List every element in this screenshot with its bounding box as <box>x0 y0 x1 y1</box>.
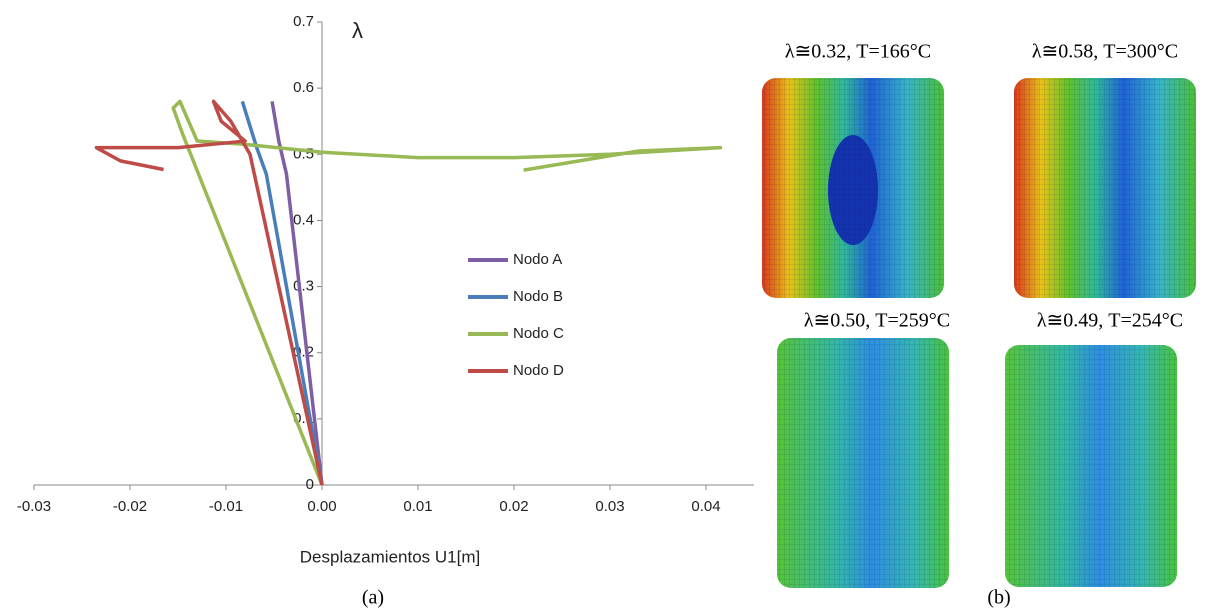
y-tick-label: 0.5 <box>293 145 314 162</box>
x-tick-label: 0.02 <box>499 498 528 515</box>
x-tick-label: -0.03 <box>17 498 51 515</box>
tank-image <box>1014 78 1196 298</box>
image-label: λ≅0.49, T=254°C <box>1037 310 1183 332</box>
series-line <box>171 99 723 486</box>
y-axis-label: λ <box>352 18 363 43</box>
x-tick-label: 0.04 <box>691 498 720 515</box>
image-label: λ≅0.32, T=166°C <box>785 41 931 63</box>
y-tick-label: 0.7 <box>293 13 314 30</box>
panel-b-images <box>762 78 1196 588</box>
x-tick-label: 0.01 <box>403 498 432 515</box>
caption: (a) <box>362 587 384 609</box>
x-axis-label: Desplazamientos U1[m] <box>300 547 480 566</box>
legend-label: Nodo B <box>513 288 563 305</box>
x-tick-label: 0.03 <box>595 498 624 515</box>
legend-label: Nodo A <box>513 251 562 268</box>
y-tick-label: 0.3 <box>293 278 314 295</box>
series-line <box>240 100 324 486</box>
x-tick-label: -0.02 <box>113 498 147 515</box>
y-tick-label: 0.6 <box>293 79 314 96</box>
legend-label: Nodo C <box>513 325 564 342</box>
y-tick-label: 0 <box>306 476 314 493</box>
y-tick-label: 0.4 <box>293 211 314 228</box>
tank-image <box>1005 345 1177 587</box>
legend-label: Nodo D <box>513 362 564 379</box>
tank-image <box>762 78 944 298</box>
x-tick-label: -0.01 <box>209 498 243 515</box>
tank-image <box>777 338 949 588</box>
image-label: λ≅0.50, T=259°C <box>804 310 950 332</box>
series-line <box>94 99 324 486</box>
x-tick-label: 0.00 <box>307 498 336 515</box>
series-line <box>270 101 324 486</box>
caption: (b) <box>987 587 1010 609</box>
image-label: λ≅0.58, T=300°C <box>1032 41 1178 63</box>
